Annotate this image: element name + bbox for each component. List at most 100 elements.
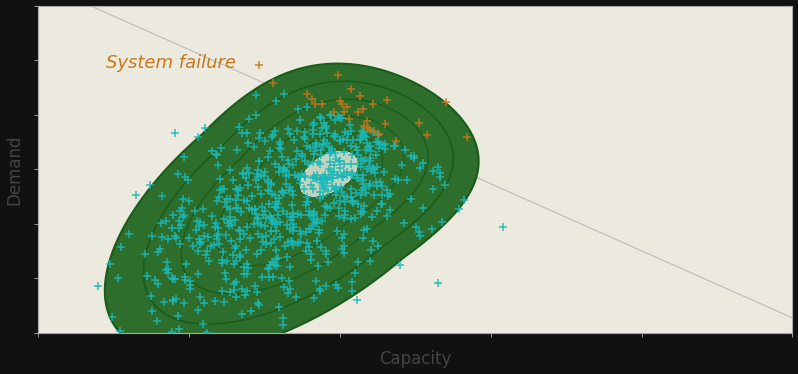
Point: [398, 220, 411, 226]
Point: [140, 273, 153, 279]
Point: [322, 144, 335, 150]
Point: [262, 179, 275, 185]
Point: [270, 247, 282, 253]
Point: [332, 172, 345, 178]
Point: [308, 148, 321, 154]
Point: [263, 200, 275, 206]
Point: [259, 169, 271, 175]
Point: [192, 248, 204, 254]
Point: [377, 169, 390, 175]
Point: [281, 239, 294, 245]
Point: [253, 302, 266, 308]
Point: [384, 207, 397, 213]
Point: [283, 172, 296, 178]
Point: [389, 176, 402, 182]
Point: [172, 313, 185, 319]
Point: [321, 130, 334, 136]
Point: [328, 109, 341, 115]
Point: [294, 212, 307, 218]
Point: [357, 106, 369, 112]
Point: [277, 168, 290, 174]
Point: [354, 192, 367, 198]
Point: [269, 221, 282, 227]
Point: [340, 169, 353, 175]
Point: [162, 267, 175, 273]
Point: [277, 322, 290, 328]
Point: [151, 318, 164, 324]
Point: [192, 307, 204, 313]
Point: [396, 162, 409, 168]
Point: [312, 159, 325, 165]
Point: [334, 137, 346, 143]
Point: [264, 148, 277, 154]
Point: [146, 233, 159, 239]
Point: [279, 243, 291, 249]
Point: [264, 215, 277, 221]
Point: [243, 235, 256, 241]
Point: [363, 183, 376, 188]
Point: [230, 243, 243, 249]
Point: [278, 165, 290, 171]
Point: [364, 159, 377, 165]
Point: [172, 326, 185, 332]
Point: [216, 341, 229, 347]
Point: [291, 174, 304, 180]
Point: [273, 304, 286, 310]
Point: [376, 183, 389, 189]
Point: [156, 234, 168, 240]
Point: [160, 218, 172, 224]
Point: [317, 142, 330, 148]
Point: [228, 245, 241, 251]
Point: [286, 221, 299, 227]
Point: [228, 287, 241, 293]
Point: [381, 193, 394, 199]
Point: [300, 240, 313, 246]
Point: [184, 282, 196, 288]
Point: [315, 147, 328, 153]
Point: [275, 146, 287, 152]
Point: [417, 160, 429, 166]
Point: [341, 172, 354, 178]
Point: [323, 174, 336, 180]
Point: [351, 109, 364, 115]
Point: [222, 220, 235, 226]
Point: [369, 139, 382, 145]
Point: [369, 152, 382, 158]
Point: [210, 198, 223, 204]
Point: [182, 362, 195, 368]
Point: [283, 184, 296, 190]
Point: [329, 117, 342, 123]
Point: [271, 212, 284, 218]
Point: [251, 300, 264, 306]
Point: [368, 128, 381, 134]
Point: [364, 258, 377, 264]
Point: [292, 240, 305, 246]
Point: [245, 193, 258, 199]
Point: [284, 131, 297, 137]
Point: [263, 213, 276, 219]
Point: [319, 251, 332, 257]
Point: [179, 274, 192, 280]
Point: [306, 131, 319, 137]
Point: [310, 140, 322, 146]
Point: [285, 239, 298, 245]
Point: [346, 172, 359, 178]
Point: [190, 227, 203, 233]
Point: [435, 219, 448, 225]
Point: [170, 235, 183, 241]
Point: [152, 249, 164, 255]
Point: [338, 129, 351, 135]
Point: [286, 214, 299, 220]
Point: [413, 233, 426, 239]
Point: [311, 263, 324, 269]
Point: [223, 206, 236, 212]
Point: [230, 279, 243, 285]
Point: [372, 243, 385, 249]
Point: [237, 197, 250, 203]
Point: [194, 239, 207, 245]
Point: [330, 282, 342, 288]
Point: [314, 195, 326, 201]
Point: [186, 243, 199, 249]
Point: [273, 145, 286, 151]
Point: [288, 224, 301, 230]
